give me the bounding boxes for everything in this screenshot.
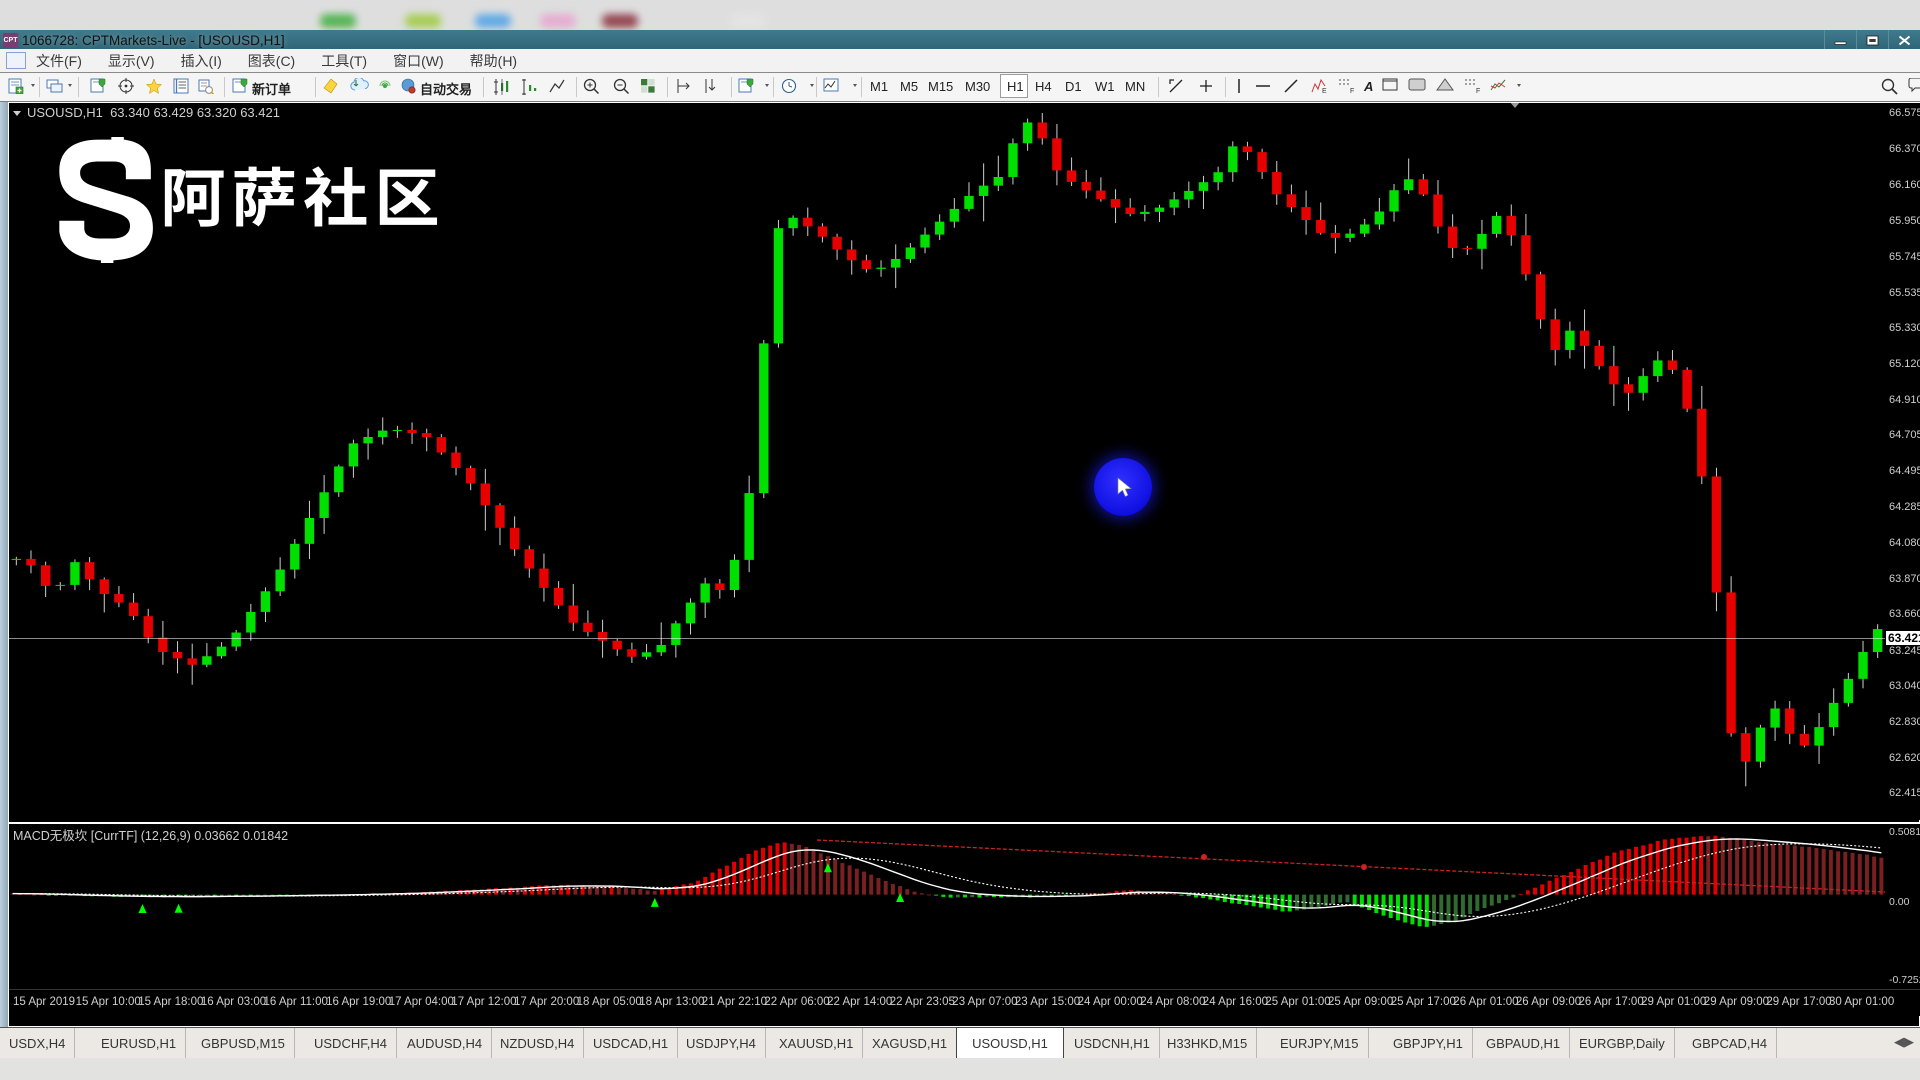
svg-text:F: F	[1476, 88, 1480, 94]
svg-text:E: E	[1322, 88, 1327, 94]
svg-text:F: F	[1350, 88, 1354, 94]
